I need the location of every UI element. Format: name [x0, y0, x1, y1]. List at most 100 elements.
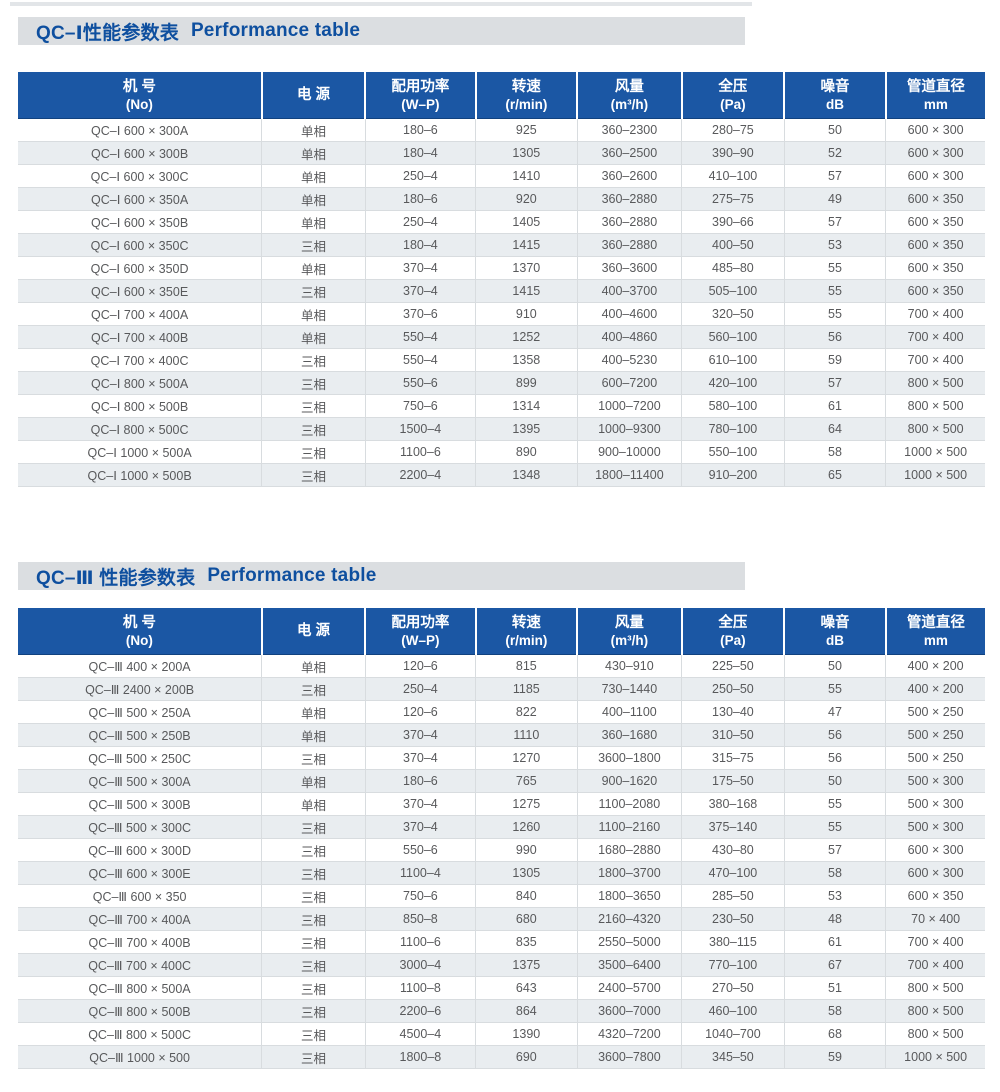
- cell-total-pressure: 280–75: [681, 118, 785, 142]
- cell-total-pressure: 430–80: [681, 838, 785, 862]
- table-row: QC–Ⅰ 800 × 500B 三相 750–6 1314 1000–7200 580–1…: [18, 394, 985, 418]
- cell-model: QC–Ⅲ 500 × 250B: [18, 723, 262, 747]
- cell-duct-diameter: 600 × 350: [885, 233, 985, 257]
- cell-rated-power: 2200–4: [364, 463, 476, 487]
- cell-rated-power: 370–4: [364, 792, 476, 816]
- cell-rated-power: 180–6: [364, 187, 476, 211]
- cell-speed: 1348: [475, 463, 578, 487]
- cell-duct-diameter: 800 × 500: [885, 394, 985, 418]
- cell-power-supply: 三相: [261, 838, 366, 862]
- cell-power-supply: 三相: [261, 861, 366, 885]
- column-header-air-volume: 风量 (m³/h): [576, 72, 682, 119]
- cell-rated-power: 3000–4: [364, 953, 476, 977]
- cell-noise: 56: [783, 325, 886, 349]
- table-row: QC–Ⅰ 800 × 500C 三相 1500–4 1395 1000–9300 780–…: [18, 417, 985, 441]
- column-header-speed: 转速 (r/min): [474, 72, 578, 119]
- cell-rated-power: 180–4: [364, 141, 476, 165]
- cell-air-volume: 600–7200: [576, 371, 682, 395]
- cell-power-supply: 三相: [261, 348, 366, 372]
- cell-air-volume: 400–3700: [576, 279, 682, 303]
- cell-duct-diameter: 600 × 300: [885, 861, 985, 885]
- cell-speed: 1260: [475, 815, 578, 839]
- cell-total-pressure: 460–100: [681, 999, 785, 1023]
- cell-noise: 49: [783, 187, 886, 211]
- cell-model: QC–Ⅰ 600 × 350D: [18, 256, 262, 280]
- table-row: QC–Ⅲ 2400 × 200B 三相 250–4 1185 730–1440 250–5…: [18, 677, 985, 701]
- cell-power-supply: 三相: [261, 371, 366, 395]
- section-title-zh: QC–Ⅲ 性能参数表: [36, 567, 196, 589]
- cell-duct-diameter: 400 × 200: [885, 654, 985, 678]
- cell-speed: 1252: [475, 325, 578, 349]
- cell-total-pressure: 390–90: [681, 141, 785, 165]
- cell-air-volume: 2550–5000: [576, 930, 682, 954]
- column-header-model: 机 号 (No): [18, 608, 262, 655]
- cell-noise: 55: [783, 792, 886, 816]
- table-row: QC–Ⅲ 800 × 500A 三相 1100–8 643 2400–5700 270–5…: [18, 976, 985, 1000]
- cell-air-volume: 1100–2080: [576, 792, 682, 816]
- cell-duct-diameter: 500 × 250: [885, 723, 985, 747]
- cell-rated-power: 550–6: [364, 838, 476, 862]
- cell-duct-diameter: 700 × 400: [885, 348, 985, 372]
- cell-total-pressure: 550–100: [681, 440, 785, 464]
- cell-air-volume: 900–10000: [576, 440, 682, 464]
- cell-power-supply: 单相: [261, 256, 366, 280]
- cell-duct-diameter: 600 × 350: [885, 279, 985, 303]
- cell-speed: 1395: [475, 417, 578, 441]
- cell-duct-diameter: 1000 × 500: [885, 440, 985, 464]
- cell-total-pressure: 580–100: [681, 394, 785, 418]
- table-row: QC–Ⅲ 500 × 300C 三相 370–4 1260 1100–2160 375–1…: [18, 815, 985, 839]
- performance-table-qc1: 机 号 (No) 电 源配用功率 (W–P) 转速 (r/min) 风量 (m³/h) 全压 (P…: [18, 72, 985, 487]
- cell-model: QC–Ⅰ 700 × 400B: [18, 325, 262, 349]
- table-wrapper-qc1: 机 号 (No) 电 源配用功率 (W–P) 转速 (r/min) 风量 (m³/h) 全压 (P…: [18, 72, 1000, 487]
- top-divider: [10, 2, 752, 6]
- cell-noise: 50: [783, 769, 886, 793]
- cell-rated-power: 750–6: [364, 884, 476, 908]
- section-qc1: QC–Ⅰ性能参数表 Performance table 机 号 (No) 电 源配用…: [0, 17, 1000, 487]
- cell-speed: 1314: [475, 394, 578, 418]
- cell-total-pressure: 175–50: [681, 769, 785, 793]
- cell-air-volume: 360–1680: [576, 723, 682, 747]
- cell-model: QC–Ⅰ 700 × 400C: [18, 348, 262, 372]
- cell-rated-power: 370–4: [364, 815, 476, 839]
- cell-air-volume: 3500–6400: [576, 953, 682, 977]
- cell-duct-diameter: 500 × 250: [885, 700, 985, 724]
- cell-rated-power: 550–6: [364, 371, 476, 395]
- table-row: QC–Ⅲ 500 × 250A 单相 120–6 822 400–1100 130–40 4…: [18, 700, 985, 724]
- cell-noise: 53: [783, 884, 886, 908]
- cell-total-pressure: 345–50: [681, 1045, 785, 1069]
- cell-air-volume: 360–2300: [576, 118, 682, 142]
- cell-rated-power: 1100–8: [364, 976, 476, 1000]
- cell-rated-power: 180–6: [364, 118, 476, 142]
- cell-noise: 55: [783, 279, 886, 303]
- section-title-en: Performance table: [207, 565, 377, 586]
- cell-rated-power: 370–6: [364, 302, 476, 326]
- cell-air-volume: 400–4600: [576, 302, 682, 326]
- cell-model: QC–Ⅰ 600 × 350C: [18, 233, 262, 257]
- cell-duct-diameter: 70 × 400: [885, 907, 985, 931]
- cell-duct-diameter: 500 × 250: [885, 746, 985, 770]
- cell-model: QC–Ⅰ 600 × 300B: [18, 141, 262, 165]
- column-header-air-volume: 风量 (m³/h): [576, 608, 682, 655]
- cell-power-supply: 三相: [261, 394, 366, 418]
- cell-speed: 1405: [475, 210, 578, 234]
- cell-speed: 899: [475, 371, 578, 395]
- performance-table-qc3: 机 号 (No) 电 源配用功率 (W–P) 转速 (r/min) 风量 (m³/h) 全压 (P…: [18, 608, 985, 1069]
- cell-total-pressure: 470–100: [681, 861, 785, 885]
- cell-air-volume: 1800–3700: [576, 861, 682, 885]
- cell-speed: 1185: [475, 677, 578, 701]
- cell-model: QC–Ⅲ 500 × 250A: [18, 700, 262, 724]
- cell-speed: 765: [475, 769, 578, 793]
- cell-air-volume: 3600–7000: [576, 999, 682, 1023]
- cell-total-pressure: 420–100: [681, 371, 785, 395]
- column-header-noise: 噪音 dB: [783, 608, 886, 655]
- cell-duct-diameter: 500 × 300: [885, 815, 985, 839]
- cell-power-supply: 三相: [261, 907, 366, 931]
- cell-speed: 1375: [475, 953, 578, 977]
- cell-duct-diameter: 600 × 350: [885, 210, 985, 234]
- section-qc3: QC–Ⅲ 性能参数表 Performance table 机 号 (No) 电 源配…: [0, 562, 1000, 1069]
- cell-rated-power: 2200–6: [364, 999, 476, 1023]
- cell-rated-power: 1500–4: [364, 417, 476, 441]
- cell-model: QC–Ⅲ 1000 × 500: [18, 1045, 262, 1069]
- cell-model: QC–Ⅲ 500 × 250C: [18, 746, 262, 770]
- table-row: QC–Ⅲ 500 × 300B 单相 370–4 1275 1100–2080 380–1…: [18, 792, 985, 816]
